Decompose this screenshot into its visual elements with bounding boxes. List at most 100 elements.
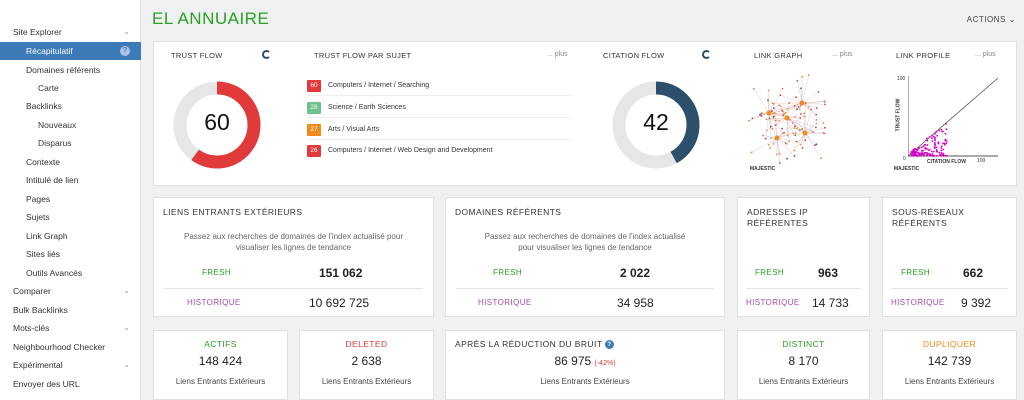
sidebar-item-link-graph[interactable]: Link Graph <box>0 227 141 245</box>
topical-plus-link[interactable]: ... plus <box>547 51 568 58</box>
sidebar-item-neighbourhood-checker[interactable]: Neighbourhood Checker <box>0 338 141 356</box>
sidebar: Site Explorer ⌄ Récapitulatif? Domaines r… <box>0 0 141 400</box>
divider <box>164 288 423 289</box>
topic-row[interactable]: 60 Computers / Internet / Searching <box>307 80 571 96</box>
graph-edge <box>768 112 785 114</box>
link-graph-plus-link[interactable]: ... plus <box>832 51 853 58</box>
graph-edge <box>776 126 796 139</box>
graph-node <box>815 113 818 116</box>
settings-icon[interactable] <box>262 50 271 59</box>
chevron-down-icon: ⌄ <box>123 286 130 295</box>
card-subtitle: Liens Entrants Extérieurs <box>175 377 266 386</box>
scatter-point <box>940 147 943 149</box>
scatter-point <box>923 152 926 154</box>
graph-edge <box>768 112 772 139</box>
graph-node <box>788 140 791 143</box>
link-profile-chart[interactable] <box>908 76 998 158</box>
historic-value[interactable]: 10 692 725 <box>309 296 370 310</box>
sidebar-item-backlinks[interactable]: Backlinks <box>0 97 141 115</box>
scatter-point <box>945 142 948 145</box>
card-value-number: 86 975 <box>554 354 592 368</box>
graph-node <box>791 121 794 124</box>
help-icon[interactable]: ? <box>604 340 614 349</box>
actions-button[interactable]: ACTIONS ⌄ <box>964 15 1016 24</box>
sidebar-item-pages[interactable]: Pages <box>0 190 141 208</box>
topic-row[interactable]: 26 Computers / Internet / Web Design and … <box>307 145 571 157</box>
scatter-point <box>937 141 940 143</box>
graph-node <box>794 125 796 128</box>
card-title: APRÈS LA RÉDUCTION DU BRUIT ? <box>455 339 614 349</box>
graph-edge <box>794 117 806 134</box>
fresh-value[interactable]: 2 022 <box>620 266 651 280</box>
sidebar-item-outils-avances[interactable]: Outils Avancés <box>0 264 141 282</box>
sidebar-item-label: Envoyer des URL <box>13 379 80 389</box>
sidebar-item-label: Pages <box>26 194 51 204</box>
scatter-point <box>926 137 928 140</box>
fresh-value[interactable]: 963 <box>818 266 839 280</box>
historic-value[interactable]: 34 958 <box>617 296 654 310</box>
sidebar-item-domaines-referents[interactable]: Domaines référents <box>0 61 141 79</box>
graph-edge <box>804 113 806 134</box>
topic-row[interactable]: 28 Science / Earth Sciences <box>307 102 571 118</box>
deleted-links-card[interactable]: DELETED 2 638 Liens Entrants Extérieurs <box>299 330 434 400</box>
scatter-point <box>934 144 936 146</box>
graph-node <box>796 108 798 111</box>
graph-edge <box>785 102 803 113</box>
referring-domains-card: DOMAINES RÉFÉRENTS Passez aux recherches… <box>445 197 725 317</box>
scatter-point <box>915 153 918 156</box>
duplicate-links-card[interactable]: DUPLIQUER 142 739 Liens Entrants Extérie… <box>882 330 1017 400</box>
scatter-point <box>945 140 948 143</box>
scatter-point <box>931 134 933 137</box>
topic-row[interactable]: 27 Arts / Visual Arts <box>307 124 571 140</box>
scatter-point <box>945 138 947 141</box>
scatter-point <box>934 141 936 144</box>
graph-edge <box>797 80 803 104</box>
graph-node <box>820 157 823 160</box>
link-graph-image[interactable] <box>747 73 827 173</box>
sidebar-item-disparus[interactable]: Disparus <box>0 134 141 152</box>
sidebar-item-comparer[interactable]: Comparer ⌄ <box>0 282 141 300</box>
noise-reduction-card[interactable]: APRÈS LA RÉDUCTION DU BRUIT ? 86 975 (-4… <box>445 330 725 400</box>
settings-icon[interactable] <box>702 50 711 59</box>
graph-edge <box>786 102 790 119</box>
graph-node <box>810 108 812 111</box>
fresh-value[interactable]: 151 062 <box>319 266 363 280</box>
sidebar-item-contexte[interactable]: Contexte <box>0 153 141 171</box>
active-links-card[interactable]: ACTIFS 148 424 Liens Entrants Extérieurs <box>153 330 288 400</box>
sidebar-item-bulk-backlinks[interactable]: Bulk Backlinks <box>0 301 141 319</box>
sidebar-item-site-explorer[interactable]: Site Explorer ⌄ <box>0 23 141 41</box>
sidebar-item-label: Sujets <box>26 212 50 222</box>
scatter-point <box>935 154 938 157</box>
sidebar-item-nouveaux[interactable]: Nouveaux <box>0 116 141 134</box>
card-title: SOUS-RÉSEAUX RÉFÉRENTS <box>892 207 965 228</box>
sidebar-item-sites-lies[interactable]: Sites liés <box>0 245 141 263</box>
scatter-point <box>936 134 938 137</box>
graph-node <box>750 151 753 154</box>
graph-edge <box>804 132 817 145</box>
graph-edge <box>776 132 796 139</box>
sidebar-item-label: Link Graph <box>26 231 68 241</box>
historic-value[interactable]: 9 392 <box>961 296 992 310</box>
sidebar-item-sujets[interactable]: Sujets <box>0 208 141 226</box>
page-title: EL ANNUAIRE <box>152 9 270 28</box>
scatter-point <box>922 154 925 157</box>
sidebar-item-carte[interactable]: Carte <box>0 79 141 97</box>
sidebar-item-experimental[interactable]: Expérimental ⌄ <box>0 356 141 374</box>
graph-edge <box>773 107 788 119</box>
sidebar-item-mots-cles[interactable]: Mots-clés ⌄ <box>0 319 141 337</box>
historic-value[interactable]: 14 733 <box>812 296 849 310</box>
citation-flow-donut <box>612 81 700 169</box>
scatter-point <box>918 147 921 149</box>
fresh-value[interactable]: 662 <box>963 266 984 280</box>
link-profile-plus-link[interactable]: ... plus <box>975 51 996 58</box>
sidebar-item-recapitulatif[interactable]: Récapitulatif? <box>0 42 141 60</box>
distinct-links-card[interactable]: DISTINCT 8 170 Liens Entrants Extérieurs <box>737 330 870 400</box>
scatter-point <box>914 154 917 157</box>
help-icon[interactable]: ? <box>120 46 130 56</box>
divider <box>307 139 571 140</box>
sidebar-item-envoyer-des-url[interactable]: Envoyer des URL <box>0 375 141 393</box>
scatter-point <box>923 153 925 156</box>
sidebar-item-intitule-de-lien[interactable]: Intitulé de lien <box>0 171 141 189</box>
scatter-point <box>931 137 933 139</box>
scatter-point <box>926 148 928 150</box>
